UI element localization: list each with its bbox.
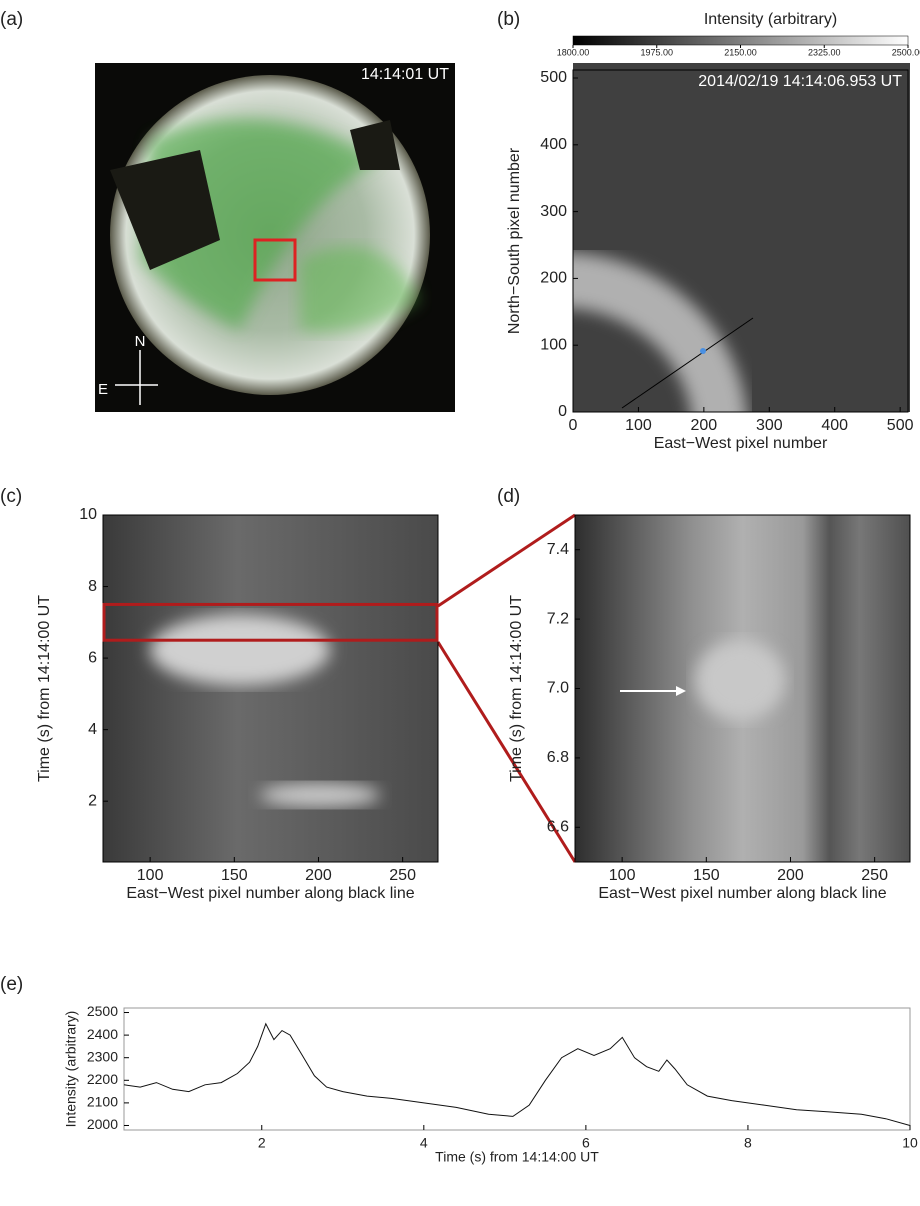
- all-sky-image: [95, 63, 455, 412]
- annotation: 2014/02/19 14:14:06.953 UT: [698, 73, 902, 90]
- y-tick-label: 6.6: [547, 819, 569, 836]
- y-axis-label: Time (s) from 14:14:00 UT: [508, 595, 525, 782]
- intensity-line: [123, 1022, 911, 1126]
- x-tick-label: 200: [777, 867, 804, 884]
- y-tick-label: 2500: [87, 1003, 118, 1019]
- y-tick-label: 200: [540, 270, 567, 287]
- x-axis-label: Time (s) from 14:14:00 UT: [435, 1149, 599, 1165]
- y-tick-label: 2400: [87, 1026, 118, 1042]
- y-tick-label: 6: [88, 649, 97, 666]
- x-tick-label: 400: [821, 417, 848, 434]
- colorbar-tick-label: 2500.00: [892, 47, 920, 57]
- axes-frame: [102, 514, 439, 863]
- axes-frame: [123, 1007, 911, 1131]
- x-tick-label: 200: [691, 417, 718, 434]
- zoom-box: [102, 602, 439, 642]
- y-tick-label: 2200: [87, 1071, 118, 1087]
- y-axis-label: North−South pixel number: [506, 147, 523, 334]
- y-axis-label: Intensity (arbitrary): [63, 1011, 79, 1128]
- x-tick-label: 10: [902, 1135, 918, 1151]
- x-tick-label: 8: [744, 1135, 752, 1151]
- y-tick-label: 8: [88, 578, 97, 595]
- zoom-connector: [436, 513, 577, 863]
- keogram: [103, 515, 438, 862]
- x-tick-label: 250: [389, 867, 416, 884]
- y-tick-label: 7.2: [547, 610, 569, 627]
- y-tick-label: 2300: [87, 1048, 118, 1064]
- y-tick-label: 300: [540, 203, 567, 220]
- y-tick-label: 7.0: [547, 680, 569, 697]
- x-axis-label: East−West pixel number: [654, 435, 828, 452]
- x-tick-label: 200: [305, 867, 332, 884]
- panel-label: (c): [0, 486, 22, 507]
- colorbar-title: Intensity (arbitrary): [704, 11, 837, 28]
- x-tick-label: 100: [609, 867, 636, 884]
- y-tick-label: 7.4: [547, 541, 569, 558]
- x-tick-label: 0: [569, 417, 578, 434]
- y-tick-label: 2000: [87, 1116, 118, 1132]
- imager-frame: [573, 63, 910, 412]
- panel-label: (b): [497, 9, 520, 30]
- y-tick-label: 100: [540, 336, 567, 353]
- x-tick-label: 6: [582, 1135, 590, 1151]
- colorbar-tick-label: 1800.00: [557, 47, 590, 57]
- y-tick-label: 500: [540, 69, 567, 86]
- x-tick-label: 250: [861, 867, 888, 884]
- y-tick-label: 2100: [87, 1094, 118, 1110]
- x-tick-label: 2: [258, 1135, 266, 1151]
- x-tick-label: 150: [693, 867, 720, 884]
- colorbar-tick-label: 2150.00: [724, 47, 757, 57]
- compass-north: N: [135, 333, 146, 350]
- axes-frame: [572, 69, 909, 413]
- x-axis-label: East−West pixel number along black line: [598, 885, 886, 902]
- colorbar-tick-label: 1975.00: [640, 47, 673, 57]
- x-tick-label: 100: [137, 867, 164, 884]
- x-tick-label: 300: [756, 417, 783, 434]
- y-axis-label: Time (s) from 14:14:00 UT: [36, 595, 53, 782]
- y-tick-label: 6.8: [547, 749, 569, 766]
- y-tick-label: 2: [88, 792, 97, 809]
- compass-east: E: [98, 381, 108, 398]
- y-tick-label: 4: [88, 721, 97, 738]
- y-tick-label: 400: [540, 136, 567, 153]
- colorbar: [572, 35, 909, 46]
- x-tick-label: 4: [420, 1135, 428, 1151]
- y-tick-label: 10: [79, 506, 97, 523]
- panel-label: (d): [497, 486, 520, 507]
- y-tick-label: 0: [558, 403, 567, 420]
- zoomed-keogram: [575, 515, 910, 862]
- x-tick-label: 500: [887, 417, 914, 434]
- panel-label: (e): [0, 974, 23, 995]
- x-tick-label: 100: [625, 417, 652, 434]
- x-tick-label: 150: [221, 867, 248, 884]
- panel-label: (a): [0, 9, 23, 30]
- x-axis-label: East−West pixel number along black line: [126, 885, 414, 902]
- colorbar-tick-label: 2325.00: [808, 47, 841, 57]
- annotation: 14:14:01 UT: [361, 66, 449, 83]
